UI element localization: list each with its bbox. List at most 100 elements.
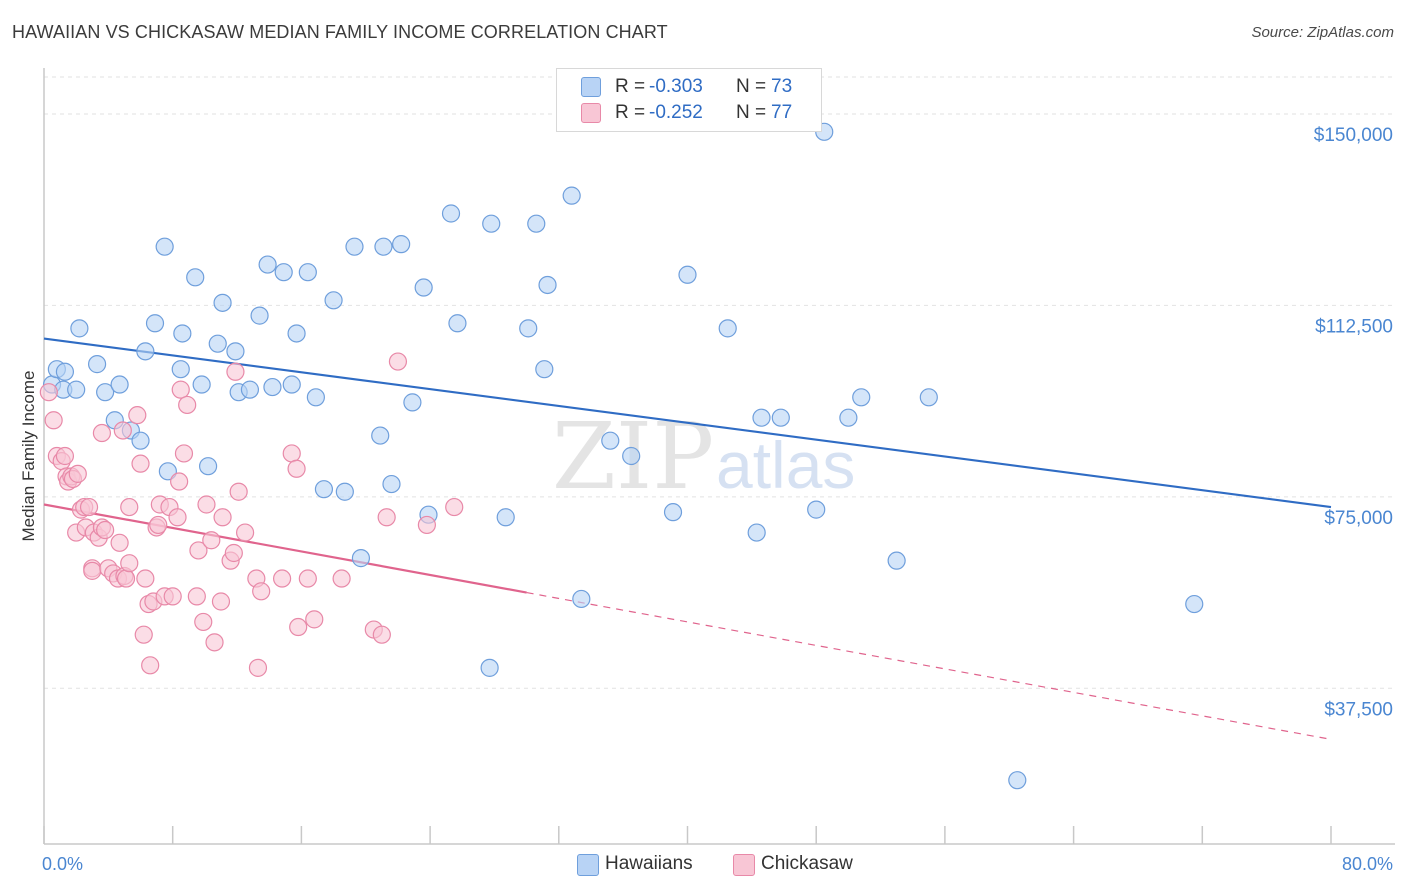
point-hawaiians (213, 293, 232, 312)
point-hawaiians (314, 480, 334, 499)
hawaiians-legend-swatch (577, 854, 599, 876)
watermark-atlas: atlas (716, 428, 855, 502)
point-hawaiians (282, 375, 301, 394)
trend-line-hawaiians (43, 337, 1332, 509)
y-tick-label: $37,500 (1324, 699, 1393, 720)
point-hawaiians (371, 426, 390, 445)
point-chickasaw (141, 656, 160, 675)
point-chickasaw (388, 352, 408, 371)
point-hawaiians (747, 523, 766, 542)
point-chickasaw (116, 569, 136, 588)
point-hawaiians (482, 214, 501, 233)
point-hawaiians (480, 658, 499, 677)
point-hawaiians (807, 500, 826, 519)
point-hawaiians (171, 360, 190, 379)
x-tick-label: 0.0% (42, 854, 83, 874)
n-label: N = (736, 102, 767, 123)
tick-labels: $37,500 $75,000 $112,500 $150,000 0.0% 80.0% M… (19, 125, 1393, 874)
point-hawaiians (186, 268, 205, 287)
chickasaw-swatch (581, 103, 601, 123)
point-chickasaw (287, 459, 306, 478)
point-chickasaw (282, 444, 301, 463)
point-hawaiians (887, 551, 906, 570)
correlation-legend: R = -0.303 N = 73 R = -0.252 N = 77 (556, 68, 822, 132)
point-hawaiians (1008, 771, 1027, 790)
point-chickasaw (96, 520, 115, 540)
point-chickasaw (92, 423, 112, 443)
point-chickasaw (131, 454, 150, 473)
point-chickasaw (289, 617, 308, 637)
point-hawaiians (852, 388, 871, 407)
point-hawaiians (382, 474, 401, 494)
chart-title: HAWAIIAN VS CHICKASAW MEDIAN FAMILY INCO… (12, 22, 668, 42)
point-hawaiians (192, 375, 211, 394)
point-hawaiians (718, 319, 737, 338)
point-hawaiians (441, 204, 461, 223)
point-hawaiians (527, 214, 546, 233)
point-chickasaw (149, 515, 168, 535)
point-chickasaw (136, 569, 155, 588)
point-chickasaw (272, 569, 292, 588)
point-chickasaw (39, 383, 58, 402)
point-chickasaw (305, 610, 324, 629)
point-chickasaw (120, 554, 139, 573)
point-hawaiians (258, 255, 277, 274)
point-hawaiians (208, 334, 227, 353)
legend-label-chickasaw: Chickasaw (761, 853, 853, 874)
point-hawaiians (403, 393, 422, 412)
point-hawaiians (155, 237, 174, 256)
trend-lines (43, 337, 1332, 740)
point-hawaiians (752, 408, 771, 427)
point-hawaiians (158, 462, 177, 481)
point-hawaiians (136, 342, 155, 361)
point-hawaiians (572, 589, 591, 609)
trend-line-chickasaw (43, 503, 527, 594)
point-chickasaw (194, 612, 213, 632)
point-hawaiians (601, 431, 620, 450)
point-hawaiians (839, 408, 858, 427)
r-value: -0.252 (649, 102, 703, 123)
point-hawaiians (87, 355, 107, 374)
point-hawaiians (335, 482, 354, 501)
point-hawaiians (226, 342, 245, 361)
point-chickasaw (178, 395, 197, 415)
point-hawaiians (771, 408, 790, 427)
axes (43, 68, 1395, 845)
point-hawaiians (448, 314, 467, 333)
point-chickasaw (120, 497, 139, 517)
point-hawaiians (535, 360, 554, 379)
point-hawaiians (263, 377, 282, 397)
point-hawaiians (1185, 594, 1204, 614)
point-hawaiians (306, 388, 325, 407)
hawaiians-swatch (581, 77, 601, 97)
point-chickasaw (224, 543, 243, 563)
point-chickasaw (252, 582, 271, 601)
point-chickasaw (128, 406, 147, 425)
point-hawaiians (110, 375, 129, 394)
y-tick-label: $112,500 (1315, 316, 1393, 337)
point-hawaiians (663, 503, 683, 522)
point-hawaiians (351, 549, 371, 568)
y-tick-label: $150,000 (1314, 125, 1393, 146)
point-hawaiians (131, 431, 150, 450)
point-hawaiians (198, 457, 218, 476)
point-chickasaw (211, 592, 231, 611)
point-hawaiians (240, 380, 260, 399)
r-value: -0.303 (649, 76, 703, 97)
point-chickasaw (197, 495, 216, 514)
point-chickasaw (205, 633, 224, 652)
point-chickasaw (372, 625, 391, 644)
point-chickasaw (229, 482, 248, 501)
point-chickasaw (187, 587, 206, 606)
point-chickasaw (226, 362, 245, 381)
point-chickasaw (170, 472, 189, 491)
point-chickasaw (79, 497, 99, 517)
point-chickasaw (83, 561, 102, 580)
point-hawaiians (55, 362, 75, 381)
point-hawaiians (414, 278, 433, 297)
series-legend: Hawaiians Chickasaw (0, 852, 1406, 878)
point-chickasaw (377, 508, 396, 527)
point-hawaiians (519, 319, 538, 338)
trend-line-extension-chickasaw (526, 591, 1332, 740)
